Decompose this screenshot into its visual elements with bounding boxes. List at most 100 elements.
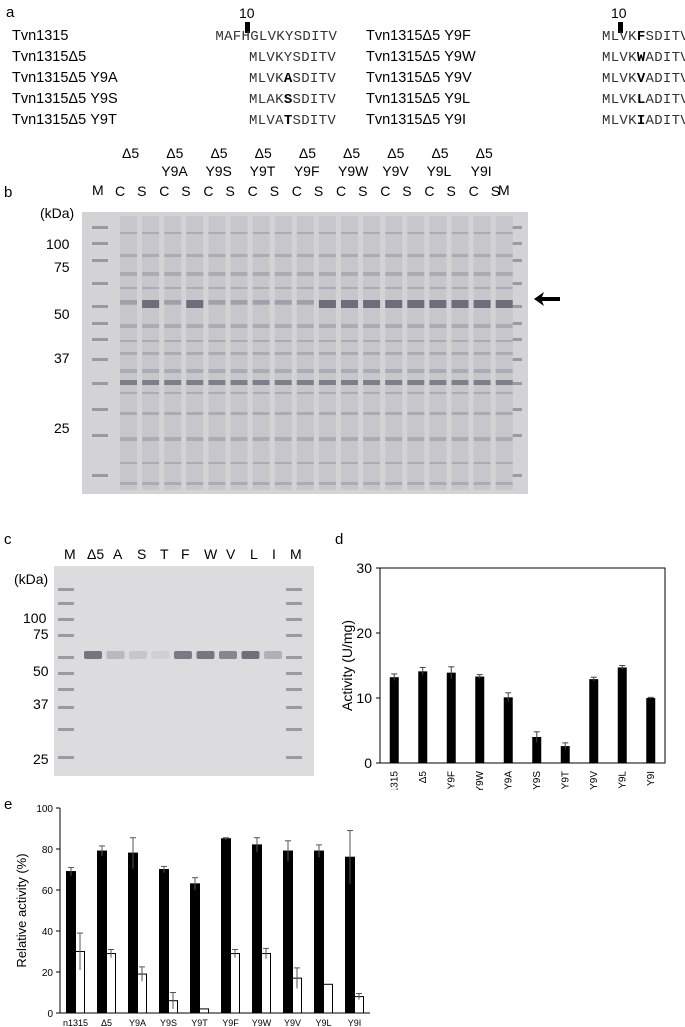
gel-b-protein-band [208,232,226,234]
gel-b-target-band [120,300,137,304]
gel-b-protein-band [230,482,248,485]
gel-b-fraction-c: C [380,183,391,199]
gel-b-group-delta5: Δ5 [475,145,493,161]
seq-right-row-sequence: MLVKVADITV [602,71,685,87]
gel-b-ladder-band [506,282,522,285]
gel-c-ladder-band [58,728,74,731]
gel-b-protein-band [341,437,358,441]
gel-c-purified-band [84,651,102,659]
gel-b-protein-band [407,352,425,355]
gel-b-group-mutant: Y9S [205,163,232,179]
position-10-tick-left [245,22,250,33]
gel-b-protein-band [208,340,226,342]
gel-b-protein-band [429,462,447,464]
gel-b-protein-band [318,254,336,257]
gel-c-ladder-band [286,618,302,621]
mutation-residue: L [636,92,646,108]
gel-b-protein-band [208,412,226,415]
chart-d-xtick-label: Y9L [617,771,628,789]
gel-c-purified-band [196,651,215,659]
chart-e-ytick-label: 60 [42,886,54,897]
gel-b-ladder-band [92,259,108,262]
kda-label-c: (kDa) [14,571,49,587]
chart-d-bar [503,697,513,763]
gel-b-protein-band [296,340,314,342]
gel-b-protein-band [186,369,204,373]
gel-b-protein-band [318,232,336,234]
chart-e-ytick-label: 0 [47,1009,53,1020]
gel-b-group-mutant: Y9T [249,163,276,179]
gel-b-protein-band [407,437,425,441]
gel-c-purified-band [241,651,260,659]
gel-b-protein-band [385,287,403,289]
gel-c-ladder-band [286,756,302,759]
gel-b-ladder-band [92,382,108,385]
gel-b-group-delta5: Δ5 [122,145,140,161]
gel-b-protein-band [341,392,358,394]
gel-b-protein-band [164,482,182,485]
gel-b-protein-band [252,437,270,441]
seq-left-row-sequence: MLVATSDITV [249,113,337,129]
gel-b-fraction-s: S [181,183,191,199]
gel-b-group-mutant: Y9L [426,163,452,179]
chart-d-ylabel: Activity (U/mg) [339,620,355,711]
gel-b-fraction-s: S [269,183,280,199]
gel-c-ladder-band [58,756,74,759]
chart-e-xtick-label: Y9F [222,1018,239,1027]
gel-b-protein-band [208,324,226,328]
gel-b-protein-band [120,324,137,328]
gel-b-protein-band [495,232,513,234]
gel-b-protein-band [451,462,469,464]
seq-left-row-name: Tvn1315Δ5 [12,49,87,65]
seq-left-row-name: Tvn1315Δ5 Y9T [12,112,117,128]
gel-b-protein-band [473,254,491,257]
gel-b-protein-band [385,380,403,385]
gel-b-protein-band [363,232,381,234]
gel-b-protein-band [230,462,248,464]
gel-b-fraction-s: S [313,183,324,199]
gel-b-protein-band [164,272,182,276]
gel-b-protein-band [341,340,358,342]
gel-b-fraction-s: S [490,183,501,199]
gel-b-protein-band [318,324,336,328]
gel-b-protein-band [495,369,513,373]
arrow-icon [534,292,560,306]
gel-b-protein-band [495,380,513,385]
mutation-residue: I [636,113,646,129]
gel-b-protein-band [274,392,292,394]
gel-b-protein-band [407,287,425,289]
gel-b-protein-band [142,272,160,276]
gel-b-ladder-band [92,474,108,477]
gel-b-protein-band [142,254,160,257]
position-10-tick-right [618,22,623,33]
chart-d-ytick-label: 20 [356,625,372,641]
gel-b-target-band [208,300,226,304]
seq-right-row-name: Tvn1315Δ5 Y9V [366,70,472,86]
gel-b-protein-band [142,412,160,415]
gel-b-protein-band [473,369,491,373]
gel-b-ladder-band [92,242,108,245]
gel-b-ladder-band [506,408,522,411]
gel-b-ladder-band [92,226,108,229]
gel-b-protein-band [385,462,403,464]
chart-e-bar [314,850,324,1014]
gel-b-ladder-band [506,358,522,361]
gel-b-protein-band [407,254,425,257]
gel-b-protein-band [318,340,336,342]
gel-b-protein-band [142,482,160,485]
gel-b-protein-band [363,352,381,355]
seq-left-row-sequence: MLAKSSDITV [249,92,337,108]
gel-b-protein-band [208,272,226,276]
mutation-residue: V [636,71,646,87]
gel-b-protein-band [473,412,491,415]
gel-b-group-delta5: Δ5 [387,145,405,161]
gel-b-protein-band [296,254,314,257]
gel-b-protein-band [318,392,336,394]
gel-b-fraction-c: C [291,183,302,199]
gel-c-ladder-band [286,728,302,731]
gel-b-protein-band [274,272,292,276]
gel-b-protein-band [407,482,425,485]
gel-b-protein-band [274,352,292,355]
gel-b-group-delta5: Δ5 [166,145,184,161]
chart-d-xtick-label: Y9I [646,771,657,786]
